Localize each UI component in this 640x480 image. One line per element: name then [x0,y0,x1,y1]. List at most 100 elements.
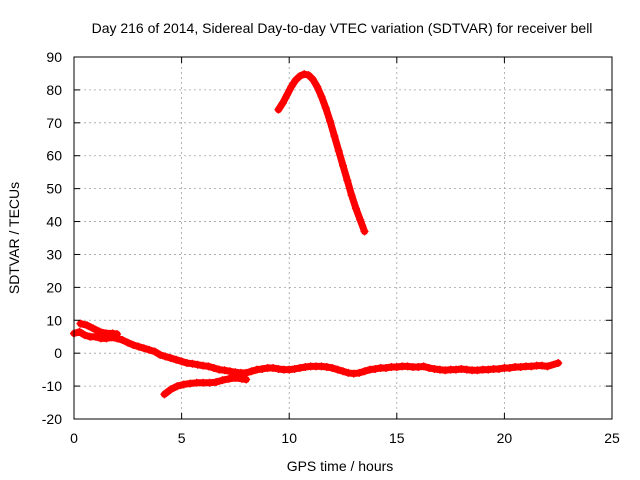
data-point [360,227,369,236]
data-point [330,131,339,140]
series-layer [70,70,563,399]
data-point [365,365,374,374]
data-point [89,324,98,333]
series-arc-low [160,373,251,399]
data-point [441,366,450,375]
data-point [419,362,428,371]
data-point [285,365,294,374]
data-point [414,363,423,372]
data-point [287,82,296,91]
data-point [212,378,221,387]
x-tick-label: 15 [389,430,405,446]
data-point [274,105,283,114]
x-tick-label: 10 [281,430,297,446]
data-point [80,331,89,340]
data-point [290,364,299,373]
data-point [356,215,365,224]
data-point [457,364,466,373]
data-point [237,374,246,383]
data-point [218,376,227,385]
data-point [355,368,364,377]
data-point [113,330,122,339]
data-point [351,204,360,213]
data-point [172,355,181,364]
data-point [209,363,218,372]
data-point [118,336,127,345]
y-tick-label: -20 [42,411,62,427]
data-point [301,363,310,372]
data-point [333,365,342,374]
data-point [321,104,330,113]
y-tick-label: 10 [46,312,62,328]
data-point [473,366,482,375]
data-point [231,373,240,382]
data-point [139,344,148,353]
data-point [538,361,547,370]
data-point [339,367,347,376]
y-axis-label: SDTVAR / TECUs [6,182,22,294]
data-point [554,359,563,368]
plot-frame [73,56,613,420]
data-point [451,365,460,374]
y-tick-label: 20 [46,279,62,295]
data-point [252,365,261,374]
x-axis-label: GPS time / hours [287,458,394,474]
data-point [328,363,337,372]
data-point [95,327,104,336]
data-point [269,363,278,372]
data-point [82,321,91,330]
data-point [317,92,326,101]
x-tick-label: 25 [604,430,620,446]
axes: -20 -10 0 10 20 30 40 50 60 70 80 90 0 5 10 15 20 25 [42,49,620,446]
data-point [75,327,84,336]
y-tick-label: 40 [46,214,62,230]
data-point [193,360,202,369]
data-point [220,366,229,375]
data-point [527,362,536,371]
data-point [177,357,186,366]
data-point [349,369,358,378]
data-point [347,191,356,200]
data-point [317,362,326,371]
y-tick-label: 80 [46,82,62,98]
data-point [300,70,309,79]
data-point [278,99,287,108]
data-point [382,363,391,372]
data-point [495,364,504,373]
data-point [343,176,352,185]
data-point [166,385,175,394]
data-point [199,361,208,370]
data-point [215,365,224,374]
data-point [392,363,401,372]
data-point [339,161,347,170]
data-point [134,342,143,351]
data-point [516,363,525,372]
data-point [226,367,235,376]
data-point [129,340,138,349]
data-point [274,364,283,373]
y-tick-label: 50 [46,181,62,197]
data-point [161,352,170,361]
y-tick-label: 90 [46,49,62,65]
data-point [166,354,175,363]
data-point [291,76,300,85]
data-point [435,365,444,374]
data-point [204,362,213,371]
data-point [160,390,169,399]
data-point [505,363,514,372]
data-point [145,345,154,354]
data-point [313,82,322,91]
chart-title: Day 216 of 2014, Sidereal Day-to-day VTE… [92,20,593,36]
data-point [258,364,267,373]
data-point [326,117,335,126]
data-point [173,382,182,391]
data-point [462,365,471,374]
data-point [484,365,493,374]
data-point [425,363,434,372]
data-point [150,347,159,356]
data-point [371,364,380,373]
data-point [295,363,304,372]
x-tick-label: 5 [178,430,186,446]
